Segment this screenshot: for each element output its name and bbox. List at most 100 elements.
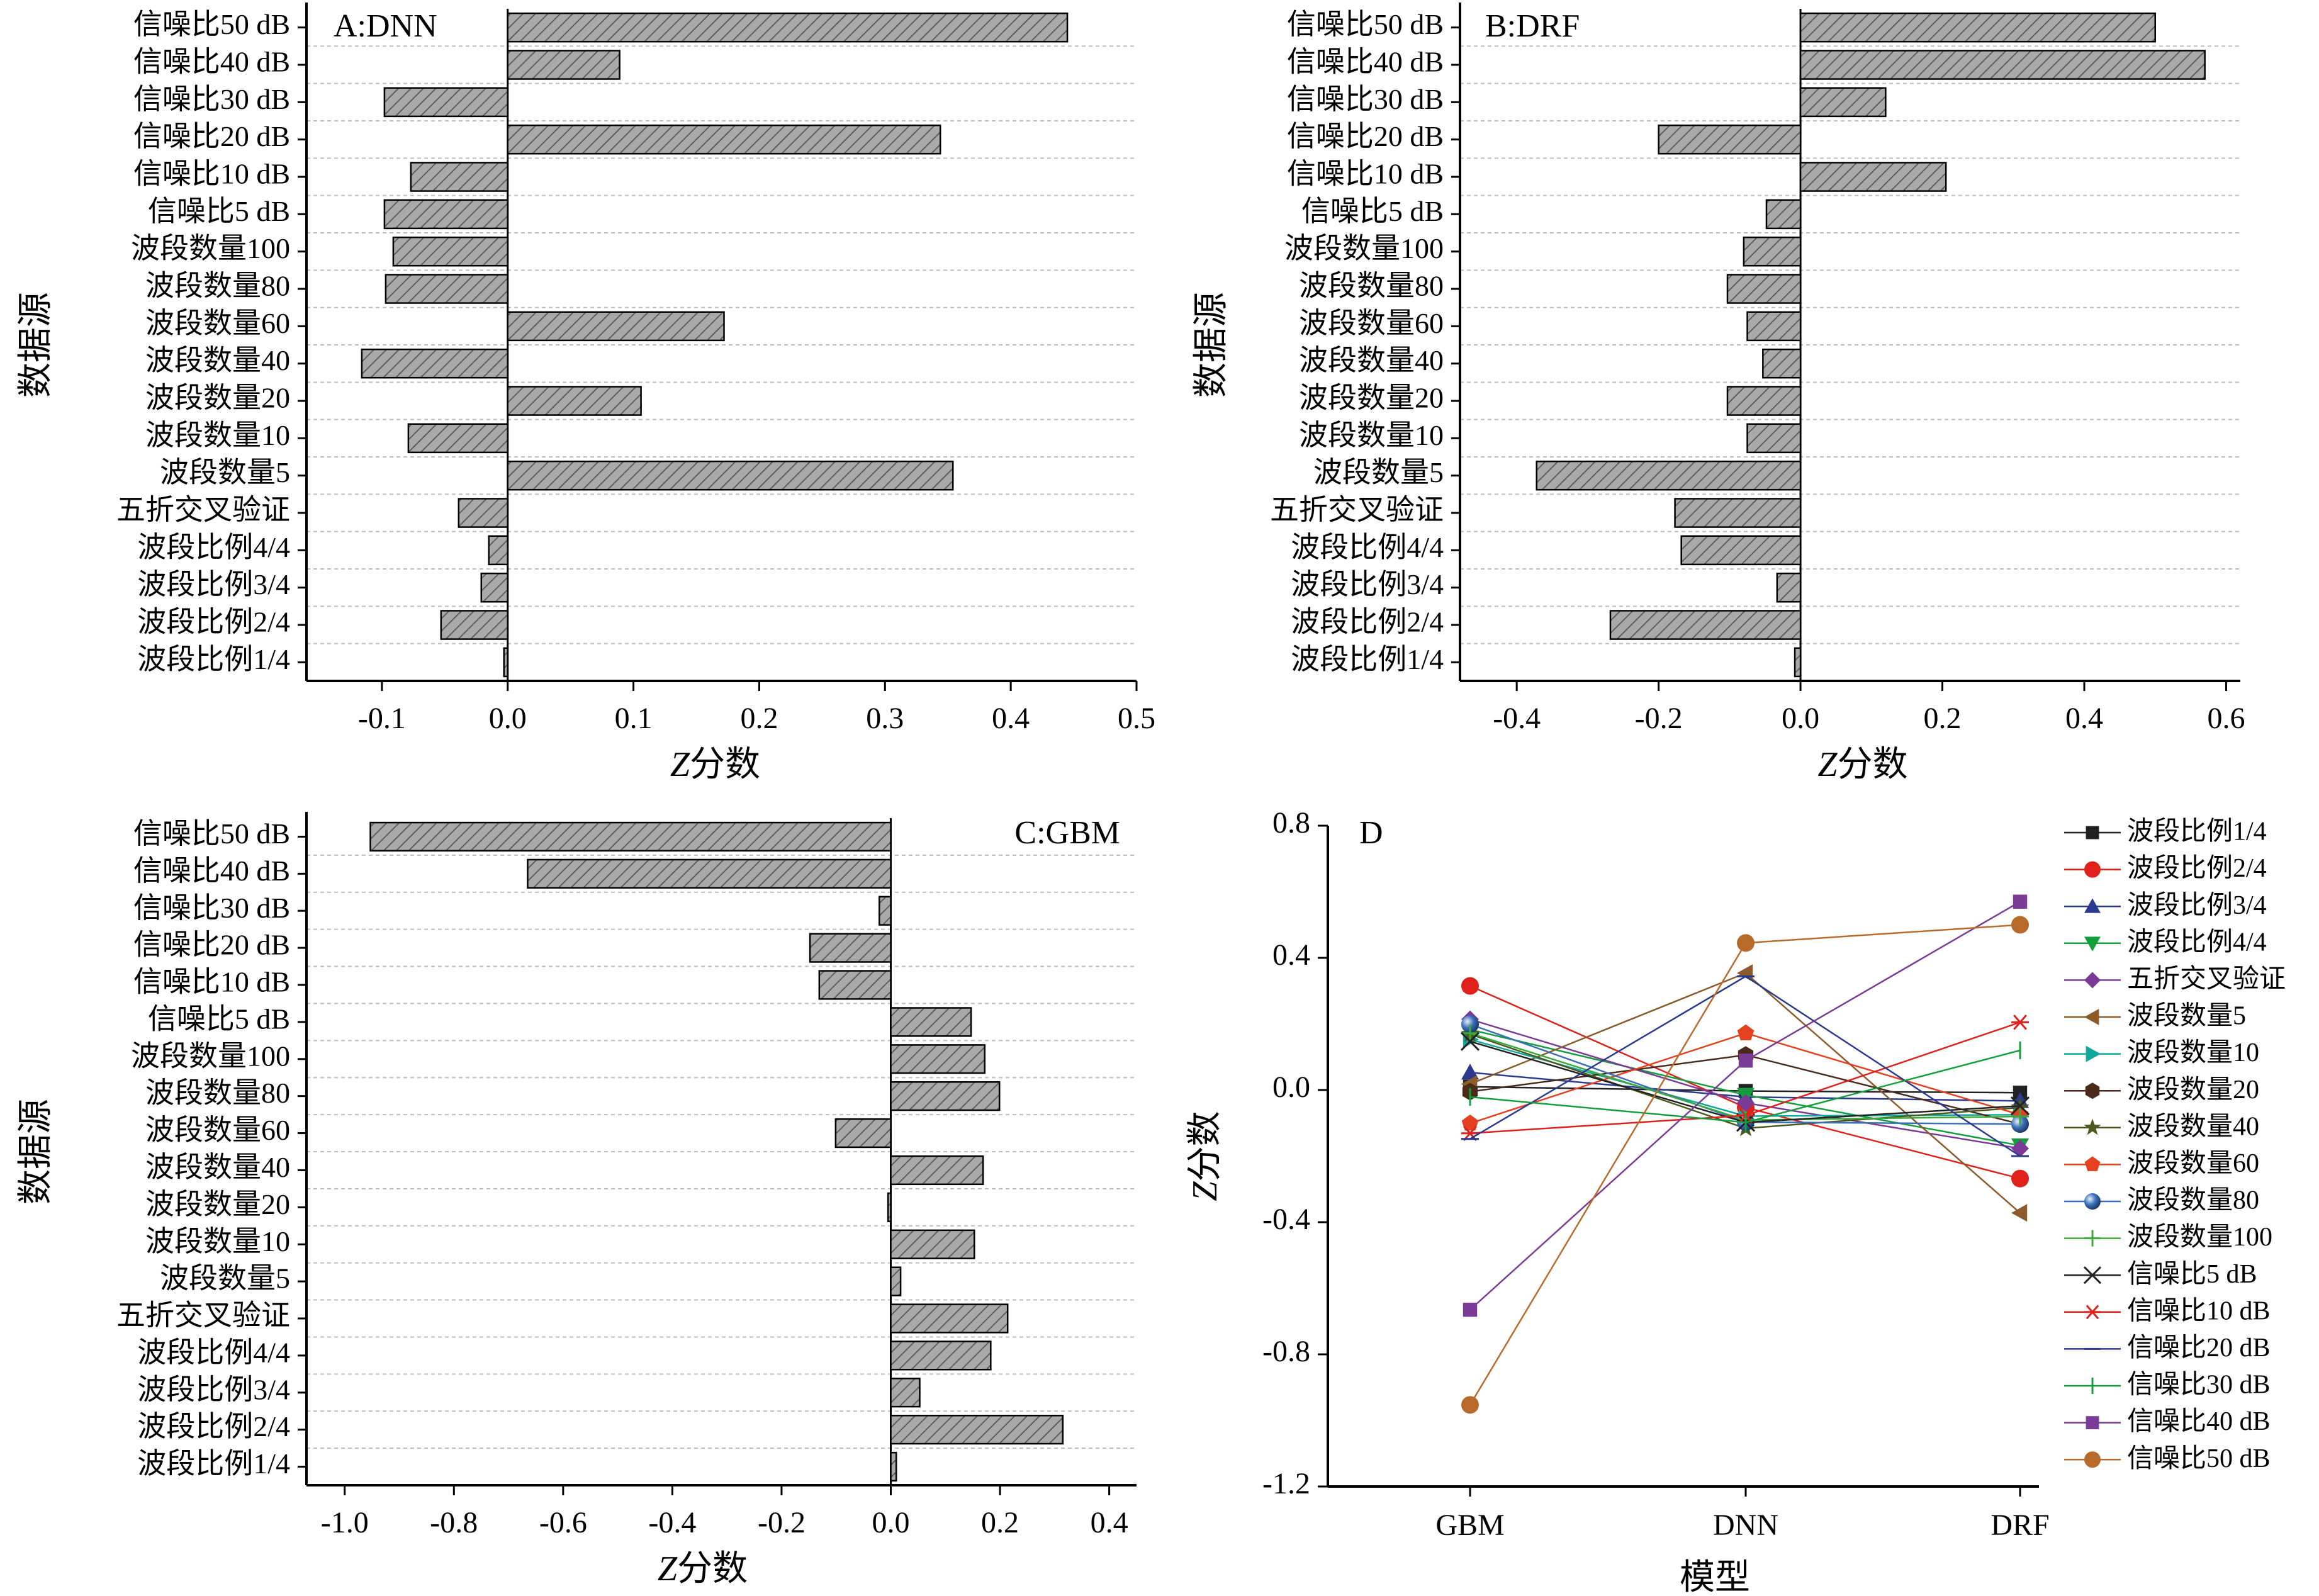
bar: [440, 610, 509, 640]
x-stroke: [2083, 1266, 2102, 1284]
x-tick-label: -0.4: [1493, 702, 1541, 735]
x-tick-label: 0.3: [866, 702, 904, 735]
x-tick-label: DRF: [1991, 1509, 2049, 1542]
x-axis-title-main: 分数: [690, 745, 760, 784]
x-tick-label: -0.2: [1635, 702, 1683, 735]
legend-item: 波段数量5: [2064, 1002, 2246, 1031]
legend-item: 信噪比20 dB: [2064, 1334, 2271, 1363]
category-label: 五折交叉验证: [1270, 494, 1444, 526]
x-tick-label: 0.0: [872, 1506, 910, 1539]
bar: [507, 311, 725, 342]
category-label: 波段数量100: [1284, 232, 1444, 264]
bar: [890, 1155, 984, 1186]
legend-label: 信噪比30 dB: [2127, 1371, 2271, 1400]
triangle-left-marker: [2011, 1204, 2028, 1222]
category-label: 波段数量10: [145, 1225, 290, 1257]
bar: [890, 1044, 986, 1074]
x-axis-title-italic: Z: [1817, 745, 1838, 784]
y-axis-title: 数据源: [1192, 292, 1231, 398]
category-label: 波段数量20: [1299, 382, 1444, 414]
bar: [507, 386, 642, 416]
y-tick-label: 0.8: [1272, 806, 1310, 840]
category-label: 波段数量60: [145, 1114, 290, 1146]
category-label: 波段比例2/4: [137, 1410, 290, 1442]
diamond-marker: [1737, 1094, 1755, 1112]
panel-label: B:DRF: [1485, 8, 1580, 44]
category-label: 信噪比5 dB: [1301, 195, 1444, 227]
bar: [809, 933, 892, 963]
square-marker: [1463, 1302, 1478, 1317]
series-line: [1469, 985, 2021, 1179]
category-label: 波段比例1/4: [137, 1447, 290, 1480]
bar: [1799, 87, 1887, 118]
legend-label: 波段数量20: [2127, 1076, 2259, 1104]
legend-item: 波段数量60: [2064, 1149, 2259, 1178]
x-tick-label: 0.0: [1782, 702, 1819, 735]
category-label: 信噪比30 dB: [133, 83, 290, 115]
legend-label: 五折交叉验证: [2127, 964, 2286, 994]
bar: [887, 1192, 892, 1222]
x-axis-title: Z分数: [658, 1549, 748, 1588]
legend-item: 信噪比30 dB: [2064, 1371, 2271, 1400]
legend-label: 信噪比5 dB: [2127, 1260, 2257, 1289]
bar: [1726, 274, 1802, 304]
y-tick-label: 0.4: [1272, 938, 1310, 972]
square-marker: [2013, 894, 2028, 909]
square-marker: [1738, 1054, 1753, 1068]
bar: [890, 1229, 975, 1259]
bar: [1674, 498, 1802, 528]
x-marker: [1460, 1031, 1480, 1051]
legend-item: 信噪比50 dB: [2064, 1444, 2271, 1473]
category-label: 波段数量40: [145, 344, 290, 376]
category-label: 信噪比50 dB: [1287, 8, 1444, 40]
category-label: 信噪比10 dB: [133, 966, 290, 998]
category-label: 信噪比40 dB: [1287, 46, 1444, 78]
bar: [503, 647, 509, 678]
legend-item: 波段比例2/4: [2064, 854, 2267, 883]
pentagon-marker: [1737, 1024, 1755, 1041]
x-tick-label: -0.1: [358, 702, 406, 735]
square-marker: [2086, 1416, 2099, 1429]
plus-marker: [2011, 1108, 2029, 1125]
y-axis-title-main: 分数: [1186, 1111, 1225, 1181]
legend-label: 波段比例4/4: [2127, 928, 2267, 957]
legend-item: 波段比例4/4: [2064, 928, 2267, 957]
category-label: 信噪比30 dB: [1287, 83, 1444, 115]
legend-label: 信噪比10 dB: [2127, 1296, 2271, 1325]
category-label: 波段数量20: [145, 382, 290, 414]
bar: [1746, 423, 1802, 454]
bar: [890, 1303, 1009, 1334]
asterisk-marker: [2084, 1305, 2101, 1320]
bar: [361, 348, 509, 379]
legend-item: 信噪比40 dB: [2064, 1407, 2271, 1436]
bar: [385, 274, 509, 304]
panel-label: A:DNN: [334, 8, 437, 44]
legend-label: 信噪比20 dB: [2127, 1334, 2271, 1363]
circle-marker: [1737, 934, 1755, 952]
category-label: 波段数量80: [145, 270, 290, 302]
y-tick-label: -0.8: [1262, 1335, 1310, 1368]
bar: [1609, 610, 1802, 640]
legend-item: 波段数量40: [2064, 1112, 2259, 1141]
x-axis-title: 模型: [1680, 1558, 1750, 1596]
category-label: 波段比例3/4: [1291, 568, 1444, 600]
panel-label: D: [1359, 815, 1383, 851]
legend-label: 波段数量60: [2127, 1149, 2259, 1178]
category-label: 波段数量10: [145, 419, 290, 451]
category-label: 波段数量60: [1299, 307, 1444, 339]
legend-item: 五折交叉验证: [2064, 964, 2286, 994]
x-axis-title-italic: Z: [670, 745, 690, 784]
legend-label: 波段数量10: [2127, 1038, 2259, 1067]
category-label: 波段数量60: [145, 307, 290, 339]
legend-item: 波段比例1/4: [2064, 818, 2267, 846]
circle-marker: [1461, 977, 1479, 995]
category-label: 波段数量80: [1299, 270, 1444, 302]
panel-c-gbm-chart: 信噪比50 dB 信噪比40 dB 信噪比30 dB 信噪比20 dB 信噪比10 dB…: [16, 812, 1137, 1588]
y-tick-label: 0.0: [1272, 1071, 1310, 1104]
category-label: 波段数量10: [1299, 419, 1444, 451]
legend-item: 信噪比10 dB: [2064, 1296, 2271, 1325]
bar: [507, 460, 954, 491]
panel-label: C:GBM: [1014, 815, 1120, 851]
category-label: 信噪比5 dB: [148, 195, 290, 227]
diamond-marker: [2084, 972, 2101, 989]
